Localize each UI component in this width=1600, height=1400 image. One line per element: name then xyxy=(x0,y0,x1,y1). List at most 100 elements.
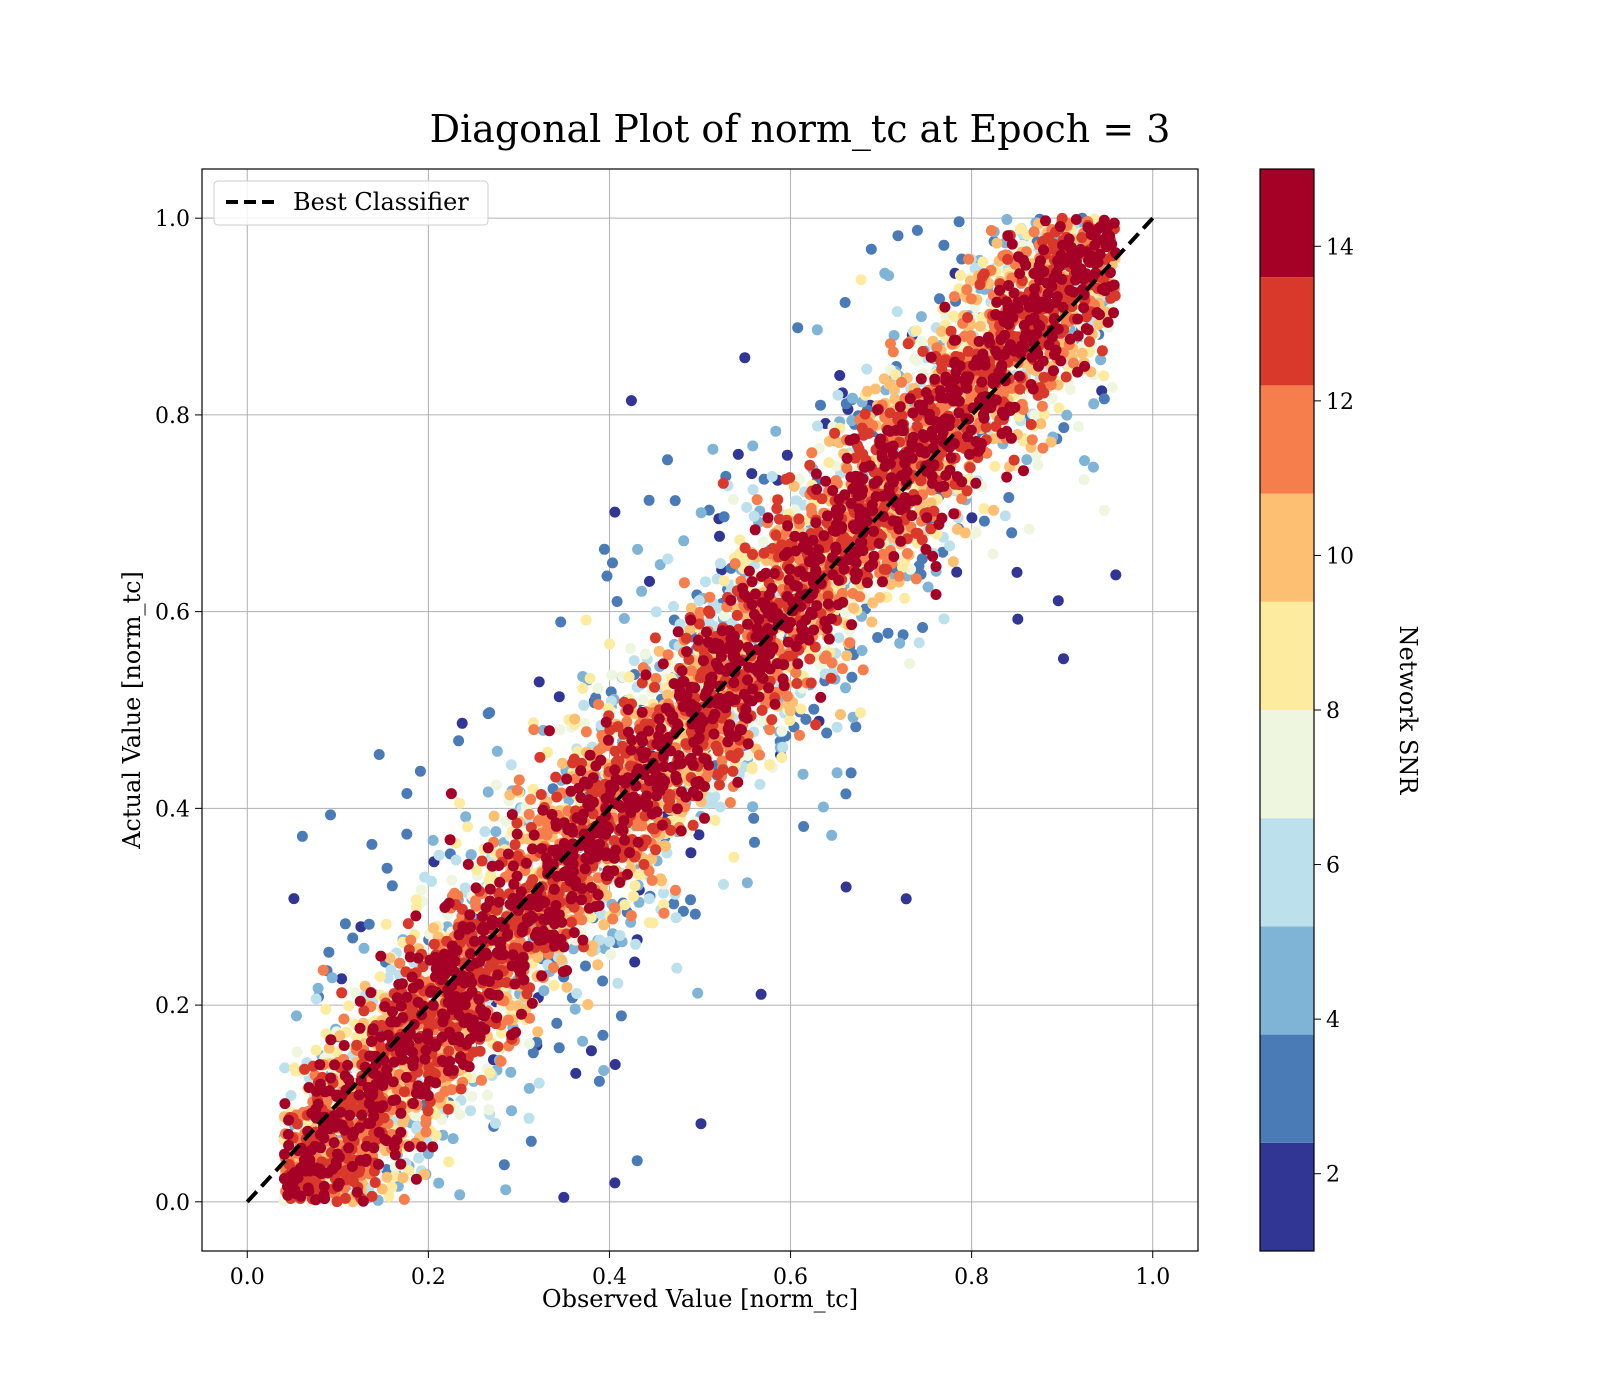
scatter-point xyxy=(548,980,560,991)
scatter-point xyxy=(685,894,696,906)
scatter-point xyxy=(533,676,545,688)
scatter-point xyxy=(739,352,751,364)
scatter-point xyxy=(615,1010,627,1022)
scatter-point xyxy=(748,812,760,824)
scatter-point xyxy=(456,717,468,729)
scatter-point xyxy=(700,576,711,588)
scatter-point xyxy=(631,1155,643,1167)
scatter-point xyxy=(718,610,730,622)
scatter-point xyxy=(381,1171,393,1183)
scatter-point xyxy=(913,560,925,572)
scatter-point xyxy=(755,715,767,727)
scatter-point xyxy=(279,1062,291,1074)
scatter-point xyxy=(694,606,706,618)
scatter-point xyxy=(685,602,697,614)
scatter-point xyxy=(374,971,386,983)
scatter-point xyxy=(383,1191,395,1202)
scatter-point xyxy=(470,900,482,912)
scatter-point xyxy=(790,667,802,679)
scatter-point xyxy=(879,267,891,279)
scatter-point xyxy=(619,899,631,911)
scatter-point xyxy=(601,570,613,582)
scatter-point xyxy=(668,601,679,612)
scatter-point xyxy=(658,887,669,899)
scatter-point xyxy=(285,1090,297,1101)
scatter-point xyxy=(846,415,858,427)
scatter-point xyxy=(577,683,589,694)
scatter-point xyxy=(1046,392,1058,404)
scatter-point xyxy=(558,1191,570,1203)
scatter-point xyxy=(604,936,616,947)
scatter-point xyxy=(988,504,1000,516)
scatter-point xyxy=(650,606,662,618)
scatter-point xyxy=(363,918,375,930)
scatter-point xyxy=(1006,527,1018,539)
scatter-point xyxy=(1078,474,1090,486)
scatter-point xyxy=(607,913,619,925)
scatter-point xyxy=(922,581,934,593)
scatter-point xyxy=(411,1123,422,1135)
scatter-point xyxy=(846,671,858,683)
scatter-point xyxy=(398,1193,410,1205)
scatter-point xyxy=(938,613,950,625)
scatter-point xyxy=(830,475,842,487)
scatter-point xyxy=(861,363,873,375)
scatter-point xyxy=(732,448,744,460)
scatter-point xyxy=(533,1077,545,1089)
scatter-point xyxy=(909,353,920,365)
scatter-point xyxy=(707,443,719,455)
scatter-point xyxy=(915,311,927,323)
scatter-point xyxy=(896,376,908,388)
scatter-point xyxy=(623,671,635,683)
scatter-point xyxy=(490,1117,501,1129)
scatter-point xyxy=(685,665,697,677)
scatter-point xyxy=(479,826,491,838)
scatter-point xyxy=(528,724,540,736)
scatter-point xyxy=(717,477,729,489)
scatter-point xyxy=(695,507,707,519)
scatter-point xyxy=(485,869,497,881)
scatter-point xyxy=(426,875,437,887)
scatter-point xyxy=(483,1104,495,1116)
scatter-point xyxy=(500,815,512,827)
scatter-point xyxy=(1020,246,1032,258)
scatter-point xyxy=(336,973,348,985)
scatter-point xyxy=(1035,418,1047,430)
scatter-point xyxy=(471,864,483,876)
scatter-point xyxy=(899,592,911,604)
scatter-point xyxy=(550,771,562,783)
scatter-point xyxy=(433,1177,445,1189)
scatter-point xyxy=(580,726,592,738)
scatter-point xyxy=(887,346,899,358)
scatter-point xyxy=(718,878,729,890)
scatter-point xyxy=(693,595,705,607)
scatter-point xyxy=(1098,393,1110,405)
scatter-point xyxy=(409,1110,421,1121)
scatter-point xyxy=(784,705,796,717)
scatter-point xyxy=(443,1156,455,1168)
scatter-point xyxy=(579,717,591,729)
scatter-point xyxy=(820,650,832,662)
scatter-point xyxy=(1037,442,1049,454)
scatter-point xyxy=(326,972,338,984)
scatter-point xyxy=(343,1000,355,1012)
scatter-point xyxy=(1098,370,1110,382)
scatter-point xyxy=(656,875,667,887)
scatter-point xyxy=(728,851,740,863)
scatter-point xyxy=(609,902,621,914)
scatter-point xyxy=(714,530,725,542)
scatter-point xyxy=(714,801,726,813)
scatter-point xyxy=(987,548,999,560)
scatter-point xyxy=(839,297,851,308)
scatter-point xyxy=(639,648,651,660)
scatter-point xyxy=(495,1027,507,1039)
scatter-point xyxy=(538,985,550,997)
scatter-point xyxy=(953,216,965,228)
scatter-point xyxy=(1076,347,1088,359)
scatter-point xyxy=(934,293,945,305)
scatter-point xyxy=(644,575,655,587)
scatter-point xyxy=(380,918,392,930)
scatter-point xyxy=(662,553,674,565)
scatter-point xyxy=(794,554,806,566)
scatter-point xyxy=(502,870,514,882)
